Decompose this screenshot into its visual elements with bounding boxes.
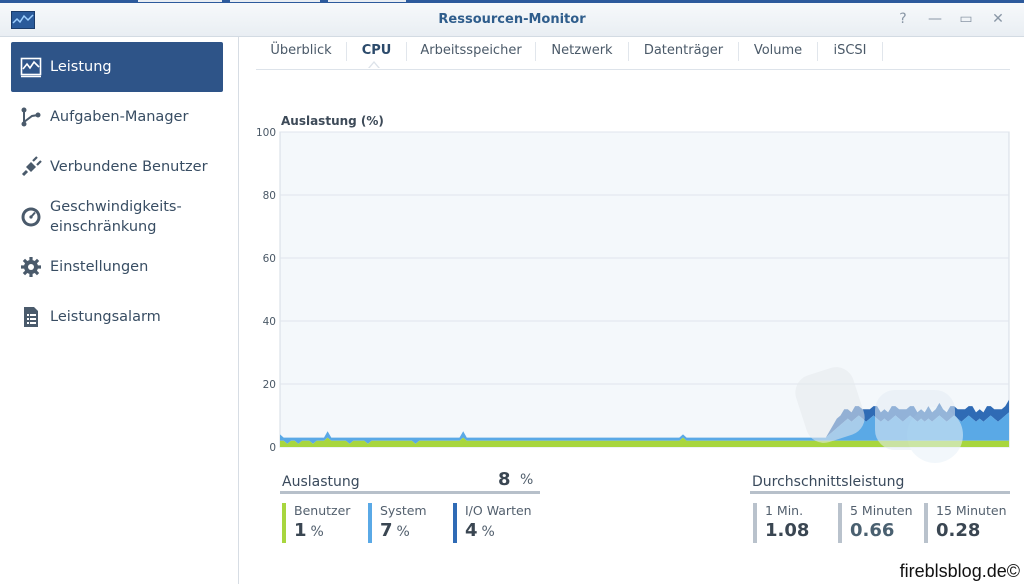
y-tick-label: 40 (263, 316, 276, 328)
user-cpu-label: Benutzer (294, 503, 351, 518)
sidebar-item-label: Leistungsalarm (50, 309, 161, 325)
browser-tab-fragment (230, 0, 320, 2)
tab-divider (346, 42, 347, 61)
load-15min-stat: 15 Minuten 0.28 (924, 503, 1016, 543)
active-tab-indicator-inner (369, 63, 379, 69)
browser-top-strip (0, 0, 1024, 3)
sidebar-item-label: Geschwindigkeits- (50, 199, 182, 215)
load-5min-label: 5 Minuten (850, 503, 913, 518)
system-cpu-stat: System 7% (368, 503, 442, 543)
y-tick-label: 0 (269, 442, 276, 454)
performance-chart-icon (20, 57, 42, 78)
iowait-cpu-unit: % (481, 524, 495, 540)
sidebar-item-einstellungen[interactable]: Einstellungen (11, 242, 223, 292)
resource-tabs: Überblick CPU Arbeitsspeicher Netzwerk D… (256, 37, 1010, 70)
system-cpu-label: System (380, 503, 427, 518)
user-cpu-unit: % (310, 524, 324, 540)
sidebar-item-label: Aufgaben-Manager (50, 109, 189, 125)
sidebar-item-label: Leistung (50, 59, 112, 75)
sidebar-item-label: Einstellungen (50, 259, 149, 275)
system-cpu-unit: % (396, 524, 410, 540)
close-button[interactable]: ✕ (990, 11, 1006, 27)
browser-tab-fragment (328, 0, 406, 2)
help-icon: ? (899, 11, 907, 27)
y-tick-label: 80 (263, 190, 276, 202)
iowait-cpu-label: I/O Warten (465, 503, 532, 518)
tab-divider (738, 42, 739, 61)
site-watermark: fireblsblog.de© (899, 561, 1020, 581)
load-15min-label: 15 Minuten (936, 503, 1007, 518)
speedometer-icon (21, 207, 41, 227)
maximize-icon: ▭ (959, 11, 973, 27)
tab-divider (882, 42, 883, 61)
tab-ueberblick[interactable]: Überblick (270, 43, 332, 58)
sidebar-item-leistung[interactable]: Leistung (11, 42, 223, 92)
sidebar-item-label-line2: einschränkung (50, 219, 157, 235)
tab-volume[interactable]: Volume (753, 43, 803, 58)
tab-arbeitsspeicher[interactable]: Arbeitsspeicher (420, 43, 522, 58)
tab-divider (628, 42, 629, 61)
load-average-title: Durchschnittsleistung (752, 474, 905, 490)
system-cpu-value: 7 (380, 520, 393, 541)
task-manager-icon (21, 107, 41, 127)
load-1min-value: 1.08 (765, 520, 810, 541)
tab-iscsi[interactable]: iSCSI (833, 43, 867, 58)
tab-cpu[interactable]: CPU (361, 43, 392, 58)
series-area-system (280, 412, 1009, 444)
utilization-summary: Auslastung 8 % (282, 469, 538, 490)
user-cpu-value: 1 (294, 520, 307, 541)
utilization-value: 8 (498, 469, 511, 490)
tab-divider (817, 42, 818, 61)
alarm-list-icon (24, 307, 38, 327)
plug-icon (21, 156, 42, 177)
tab-datentraeger[interactable]: Datenträger (643, 43, 724, 58)
tab-divider (535, 42, 536, 61)
sidebar-item-verbundene-benutzer[interactable]: Verbundene Benutzer (11, 142, 223, 192)
sidebar-item-leistungsalarm[interactable]: Leistungsalarm (11, 292, 223, 342)
minimize-button[interactable]: — (927, 11, 943, 27)
load-15min-value: 0.28 (936, 520, 981, 541)
iowait-cpu-value: 4 (465, 520, 478, 541)
load-1min-stat: 1 Min. 1.08 (753, 503, 835, 543)
load-average-summary: Durchschnittsleistung (752, 471, 1008, 490)
chart-title: Auslastung (%) (281, 114, 384, 128)
sidebar-item-aufgaben-manager[interactable]: Aufgaben-Manager (11, 92, 223, 142)
utilization-unit: % (520, 472, 534, 488)
gear-icon (21, 257, 41, 277)
utilization-title: Auslastung (282, 474, 360, 490)
help-button[interactable]: ? (895, 11, 911, 27)
tab-divider (406, 42, 407, 61)
load-average-divider (750, 491, 1010, 494)
watermark-shape-icon (795, 367, 963, 463)
user-cpu-stat: Benutzer 1% (282, 503, 356, 543)
utilization-divider (280, 491, 540, 494)
resource-monitor-app-icon (11, 11, 35, 29)
iowait-cpu-stat: I/O Warten 4% (453, 503, 545, 543)
y-tick-label: 100 (256, 127, 276, 139)
close-icon: ✕ (992, 11, 1004, 27)
window-titlebar[interactable]: Ressourcen-Monitor ? — ▭ ✕ (0, 3, 1024, 37)
y-tick-label: 20 (263, 379, 276, 391)
sidebar: Leistung Aufgaben-Manager Verbundene Ben… (0, 37, 239, 584)
sidebar-item-label: Verbundene Benutzer (50, 159, 208, 175)
window-title: Ressourcen-Monitor (438, 12, 586, 27)
sidebar-item-geschwindigkeitseinschraenkung[interactable]: Geschwindigkeits- einschränkung (11, 192, 223, 242)
minimize-icon: — (928, 11, 942, 27)
maximize-button[interactable]: ▭ (958, 11, 974, 27)
load-1min-label: 1 Min. (765, 503, 804, 518)
series-area-user (280, 437, 1009, 447)
load-5min-value: 0.66 (850, 520, 895, 541)
browser-tab-fragment (138, 0, 222, 2)
load-5min-stat: 5 Minuten 0.66 (838, 503, 926, 543)
tab-netzwerk[interactable]: Netzwerk (551, 43, 613, 58)
y-tick-label: 60 (263, 253, 276, 265)
